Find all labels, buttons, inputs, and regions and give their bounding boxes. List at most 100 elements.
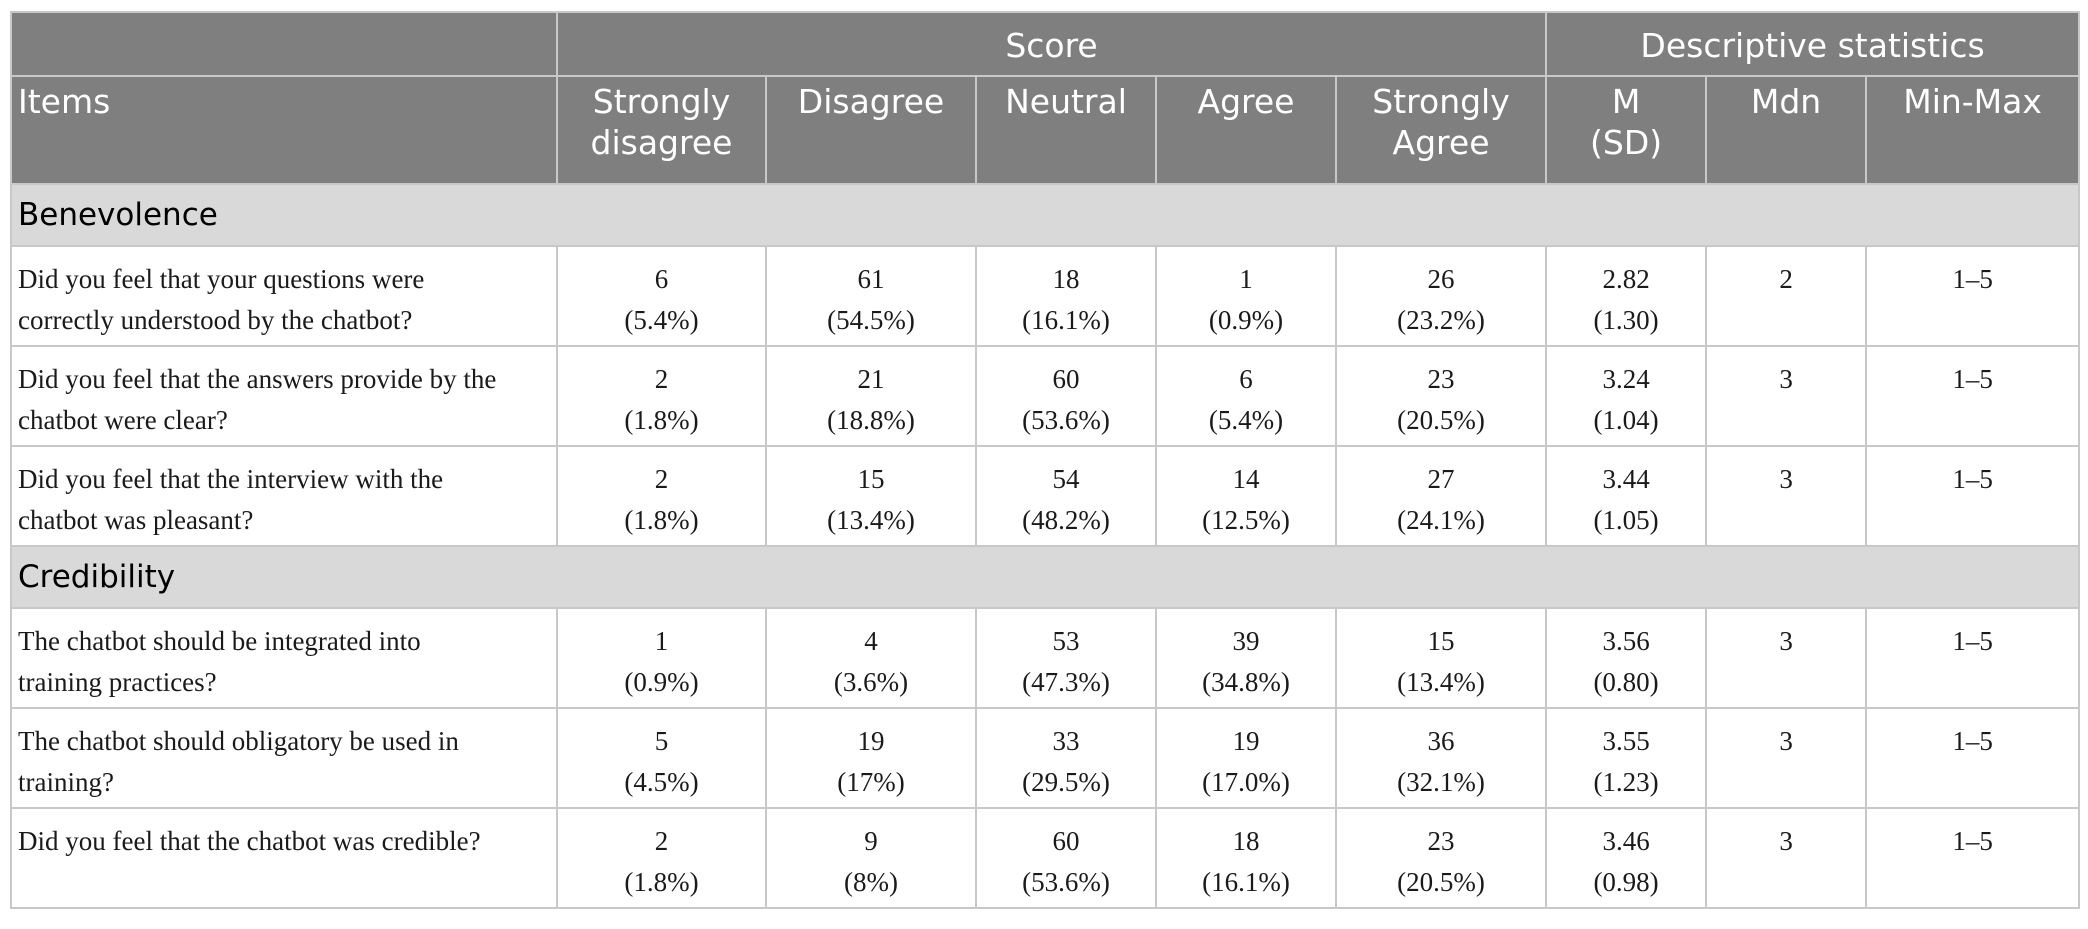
item-line: correctly understood by the chatbot? [18,305,413,335]
table-body: Benevolence Did you feel that your questi… [9,183,2081,909]
value-cell: 6 (5.4%) [1155,345,1337,447]
header-line: (SD) [1590,123,1663,162]
value-cell: 3 [1705,607,1868,709]
cell-value: 60 [1052,364,1080,394]
header-line: M [1611,82,1641,121]
value-cell: 60 (53.6%) [975,345,1157,447]
value-cell: 1–5 [1865,345,2081,447]
cell-value: 1 [654,626,669,656]
cell-value: 1–5 [1952,726,1993,756]
value-cell: 2 (1.8%) [556,807,767,909]
table-row: Did you feel that the interview with the… [10,445,2081,547]
cell-secondary: (20.5%) [1397,405,1485,435]
cell-secondary: (16.1%) [1202,867,1290,897]
value-cell: 1–5 [1865,607,2081,709]
value-cell: 61 (54.5%) [765,245,977,347]
cell-value: 15 [1427,626,1455,656]
cell-secondary: (24.1%) [1397,505,1485,535]
value-cell: 3.55 (1.23) [1545,707,1708,809]
cell-secondary: (13.4%) [827,505,915,535]
header-column-row: Items Strongly disagree Disagree Neutral … [10,75,2081,185]
cell-secondary: (3.6%) [833,667,909,697]
header-strongly-agree: Strongly Agree [1334,75,1548,185]
value-cell: 14 (12.5%) [1155,445,1337,547]
value-cell: 18 (16.1%) [975,245,1157,347]
header-line: Disagree [797,82,945,121]
cell-secondary: (23.2%) [1397,305,1485,335]
header-line: Mdn [1750,82,1822,121]
header-strongly-disagree: Strongly disagree [556,75,767,185]
cell-value: 18 [1232,826,1260,856]
cell-value: 61 [857,264,885,294]
cell-value: 36 [1427,726,1455,756]
cell-secondary: (1.23) [1593,767,1659,797]
item-line: training? [18,767,114,797]
cell-value: 3.55 [1602,726,1650,756]
cell-secondary: (1.8%) [624,867,699,897]
item-line: Did you feel that your questions were [18,264,425,294]
cell-secondary: (20.5%) [1397,867,1485,897]
cell-value: 33 [1052,726,1080,756]
cell-secondary: (47.3%) [1022,667,1110,697]
header-line: Min-Max [1903,82,2042,121]
cell-value: 2 [654,464,669,494]
item-line: chatbot were clear? [18,405,228,435]
cell-secondary: (48.2%) [1022,505,1110,535]
item-line: The chatbot should obligatory be used in [18,726,459,756]
cell-value: 26 [1427,264,1455,294]
header-line: disagree [590,123,733,162]
cell-value: 2 [654,826,669,856]
item-line: chatbot was pleasant? [18,505,254,535]
section-row: Benevolence [9,183,2081,247]
cell-value: 1–5 [1952,626,1993,656]
cell-value: 2 [654,364,669,394]
item-line: Did you feel that the interview with the [18,464,444,494]
value-cell: 60 (53.6%) [975,807,1157,909]
cell-secondary: (1.30) [1593,305,1659,335]
value-cell: 3 [1705,707,1868,809]
value-cell: 18 (16.1%) [1155,807,1337,909]
value-cell: 54 (48.2%) [975,445,1157,547]
table-row: Did you feel that the answers provide by… [10,345,2081,447]
results-table: Score Descriptive statistics Items Stron… [9,11,2081,909]
cell-value: 1–5 [1952,826,1993,856]
cell-secondary: (1.04) [1593,405,1659,435]
header-line: Neutral [1005,82,1127,121]
cell-secondary: (53.6%) [1022,867,1110,897]
cell-secondary: (5.4%) [624,305,699,335]
value-cell: 26 (23.2%) [1334,245,1548,347]
value-cell: 27 (24.1%) [1334,445,1548,547]
cell-value: 54 [1052,464,1080,494]
value-cell: 1–5 [1865,245,2081,347]
cell-value: 3.46 [1602,826,1650,856]
cell-secondary: (18.8%) [827,405,915,435]
cell-value: 39 [1232,626,1260,656]
header-blank-cell [10,11,558,77]
header-line: Agree [1392,123,1490,162]
header-stats-group: Descriptive statistics [1545,11,2081,77]
cell-value: 3.56 [1602,626,1650,656]
cell-secondary: (17%) [837,767,905,797]
cell-value: 27 [1427,464,1455,494]
cell-value: 1 [1239,264,1253,294]
header-line: Strongly [592,82,731,121]
cell-value: 1–5 [1952,364,1993,394]
value-cell: 2 [1705,245,1868,347]
item-text: Did you feel that the interview with the… [10,445,558,547]
cell-secondary: (16.1%) [1022,305,1110,335]
cell-value: 3 [1779,826,1793,856]
cell-secondary: (1.05) [1593,505,1659,535]
cell-value: 1–5 [1952,464,1993,494]
value-cell: 33 (29.5%) [975,707,1157,809]
cell-secondary: (13.4%) [1397,667,1485,697]
cell-secondary: (0.98) [1593,867,1659,897]
item-text: The chatbot should be integrated into tra… [10,607,558,709]
item-text: Did you feel that the chatbot was credib… [10,807,558,909]
value-cell: 3.46 (0.98) [1545,807,1708,909]
cell-secondary: (54.5%) [827,305,915,335]
value-cell: 1–5 [1865,807,2081,909]
table-row: Did you feel that the chatbot was credib… [10,807,2081,909]
value-cell: 1–5 [1865,445,2081,547]
value-cell: 2 (1.8%) [556,445,767,547]
cell-value: 2 [1779,264,1793,294]
